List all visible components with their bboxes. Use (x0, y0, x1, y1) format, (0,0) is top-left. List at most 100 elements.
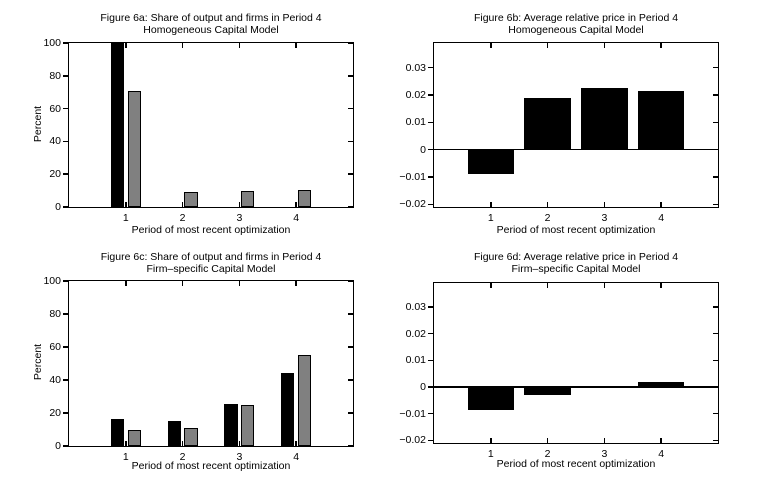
plot-area-6d: −0.02 −0.01 0 0.01 0.02 0.03 1 2 3 4 (399, 282, 719, 460)
y-tick-label: 100 (43, 275, 61, 287)
bar-firms (297, 355, 312, 446)
y-tick-mark (348, 313, 353, 315)
bar-firms (184, 427, 198, 446)
y-tick-label: 60 (49, 341, 61, 353)
chart-title-line1: Figure 6c: Share of output and firms in … (100, 251, 322, 263)
x-tick-label: 3 (601, 212, 608, 224)
zero-line (434, 386, 718, 388)
y-tick-mark (427, 412, 433, 415)
bar-output (110, 418, 125, 446)
chart-title-line2: Firm–specific Capital Model (511, 263, 641, 275)
x-tick-label: 1 (122, 451, 129, 463)
x-axis-label-6a: Period of most recent optimization (131, 224, 291, 236)
y-tick-label: 40 (49, 135, 61, 148)
bar-firms (297, 189, 312, 207)
plot-area-6a: 0 20 40 60 80 100 1 2 3 4 (43, 37, 354, 224)
chart-title-line1: Figure 6b: Average relative price in Per… (473, 12, 679, 24)
x-tick-mark (490, 43, 492, 48)
y-tick-label: 0.02 (405, 327, 426, 340)
bar-firms (127, 90, 141, 207)
y-tick-mark (62, 140, 68, 143)
x-tick-mark (546, 43, 549, 48)
y-tick-mark (348, 346, 353, 348)
y-tick-mark (62, 107, 68, 110)
x-tick-label: 1 (487, 448, 494, 460)
x-tick-mark (660, 202, 662, 207)
x-tick-mark (660, 283, 662, 288)
x-tick-mark (181, 441, 184, 446)
bar-output (224, 403, 238, 446)
y-tick-label: 0.02 (405, 88, 426, 101)
y-tick-mark (62, 445, 68, 447)
x-tick-mark (181, 43, 184, 48)
bar-avg-relative-price (581, 88, 628, 150)
y-tick-mark (427, 148, 433, 151)
y-tick-label: 20 (49, 168, 61, 181)
y-tick-mark (427, 203, 433, 206)
y-tick-mark (713, 412, 718, 415)
y-tick-label: −0.01 (399, 170, 426, 183)
y-tick-mark (348, 173, 353, 175)
x-tick-label: 2 (179, 451, 186, 463)
x-tick-label: 3 (601, 448, 608, 460)
x-tick-mark (181, 281, 184, 286)
y-tick-label: 20 (49, 407, 61, 419)
y-tick-mark (427, 359, 433, 362)
x-tick-mark (125, 202, 127, 207)
bar-output (167, 421, 181, 446)
x-tick-mark (603, 283, 606, 288)
plot-area-6c: 0 20 40 60 80 100 1 2 3 4 (43, 275, 354, 463)
y-tick-mark (348, 107, 353, 110)
x-axis-label-6c: Period of most recent optimization (131, 460, 291, 472)
x-tick-mark (125, 281, 127, 286)
x-tick-label: 1 (122, 212, 129, 224)
bar-firms (241, 404, 255, 446)
y-tick-mark (348, 412, 353, 414)
x-axis-label-6b: Period of most recent optimization (496, 224, 656, 236)
bar-firms (127, 430, 141, 446)
bar-avg-relative-price (524, 387, 571, 395)
y-tick-label: −0.01 (399, 407, 426, 420)
x-tick-label: 4 (293, 212, 300, 224)
y-tick-mark (348, 140, 353, 143)
x-tick-mark (490, 438, 492, 443)
bar-avg-relative-price (467, 387, 515, 410)
x-tick-mark (125, 43, 127, 48)
y-tick-label: 0.03 (405, 301, 426, 313)
y-tick-mark (713, 176, 718, 178)
y-tick-mark (348, 42, 353, 44)
x-tick-mark (603, 43, 606, 48)
x-tick-mark (603, 202, 606, 207)
y-tick-mark (427, 94, 433, 96)
y-tick-label: −0.02 (399, 434, 426, 447)
y-tick-mark (348, 280, 353, 282)
y-tick-mark (713, 94, 718, 96)
y-tick-mark (713, 386, 718, 388)
x-tick-mark (295, 43, 297, 48)
y-tick-mark (62, 206, 68, 208)
y-tick-mark (713, 332, 718, 335)
x-tick-mark (546, 202, 549, 207)
y-tick-mark (62, 379, 68, 381)
chart-title-line1: Figure 6d: Average relative price in Per… (473, 251, 679, 263)
x-tick-label: 1 (487, 212, 494, 224)
y-tick-label: 100 (43, 37, 61, 49)
y-tick-mark (348, 75, 353, 77)
x-tick-label: 4 (293, 451, 300, 463)
x-tick-mark (490, 202, 492, 207)
bar-output (281, 373, 295, 446)
y-tick-mark (713, 66, 718, 69)
x-tick-mark (238, 281, 241, 286)
x-tick-mark (238, 43, 241, 48)
y-tick-mark (427, 439, 433, 442)
x-tick-mark (490, 283, 492, 288)
x-tick-label: 2 (179, 212, 186, 224)
y-tick-mark (62, 346, 68, 348)
x-tick-mark (603, 438, 606, 443)
y-tick-mark (427, 306, 433, 308)
y-tick-mark (427, 176, 433, 178)
y-tick-mark (713, 439, 718, 442)
y-tick-mark (62, 42, 68, 44)
y-tick-mark (62, 173, 68, 175)
